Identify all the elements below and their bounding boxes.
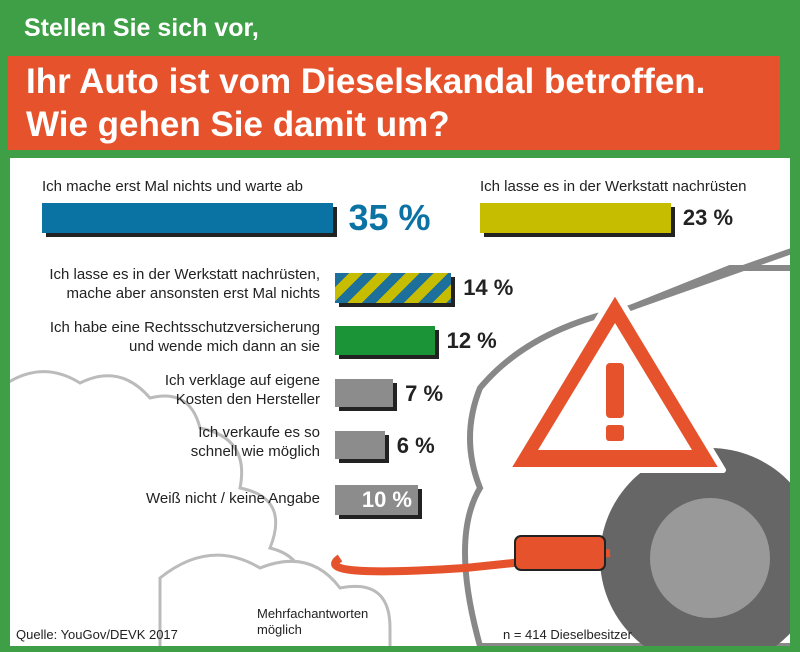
bar	[335, 326, 435, 355]
sample: n = 414 Dieselbesitzer	[503, 627, 632, 642]
category-label: Ich verklage auf eigene Kosten den Herst…	[164, 372, 320, 408]
illustration	[10, 248, 790, 646]
value-label: 6 %	[396, 433, 435, 458]
value-label: 35 %	[348, 197, 431, 238]
subtitle: Ihr Auto ist vom Dieselskandal betroffen…	[26, 60, 705, 146]
category-label: Ich lasse es in der Werkstatt nachrüsten…	[49, 266, 320, 302]
title: Stellen Sie sich vor,	[24, 14, 259, 42]
category-label: Ich verkaufe es so schnell wie möglich	[190, 424, 320, 460]
banner	[8, 56, 780, 150]
source: Quelle: YouGov/DEVK 2017	[16, 627, 178, 642]
value-label: 14 %	[463, 275, 514, 300]
bar	[42, 203, 333, 233]
category-label: Ich lasse es in der Werkstatt nachrüsten	[480, 178, 747, 195]
value-label: 23 %	[682, 205, 734, 230]
category-label: Ich habe eine Rechtsschutzversicherung u…	[49, 319, 320, 355]
value-label: 10 %	[361, 487, 412, 512]
bar	[335, 273, 452, 303]
bar	[480, 203, 671, 233]
bar	[335, 431, 385, 459]
category-label: Ich mache erst Mal nichts und warte ab	[42, 178, 303, 195]
bar	[335, 485, 418, 515]
panel	[10, 158, 790, 646]
subtitle-line: Wie gehen Sie damit um?	[26, 105, 450, 144]
subtitle-line: Ihr Auto ist vom Dieselskandal betroffen…	[26, 62, 706, 101]
value-label: 12 %	[446, 328, 497, 353]
category-label: Weiß nicht / keine Angabe	[146, 490, 320, 507]
note: Mehrfachantworten möglich	[257, 606, 369, 637]
bar	[335, 379, 394, 407]
value-label: 7 %	[405, 381, 444, 406]
